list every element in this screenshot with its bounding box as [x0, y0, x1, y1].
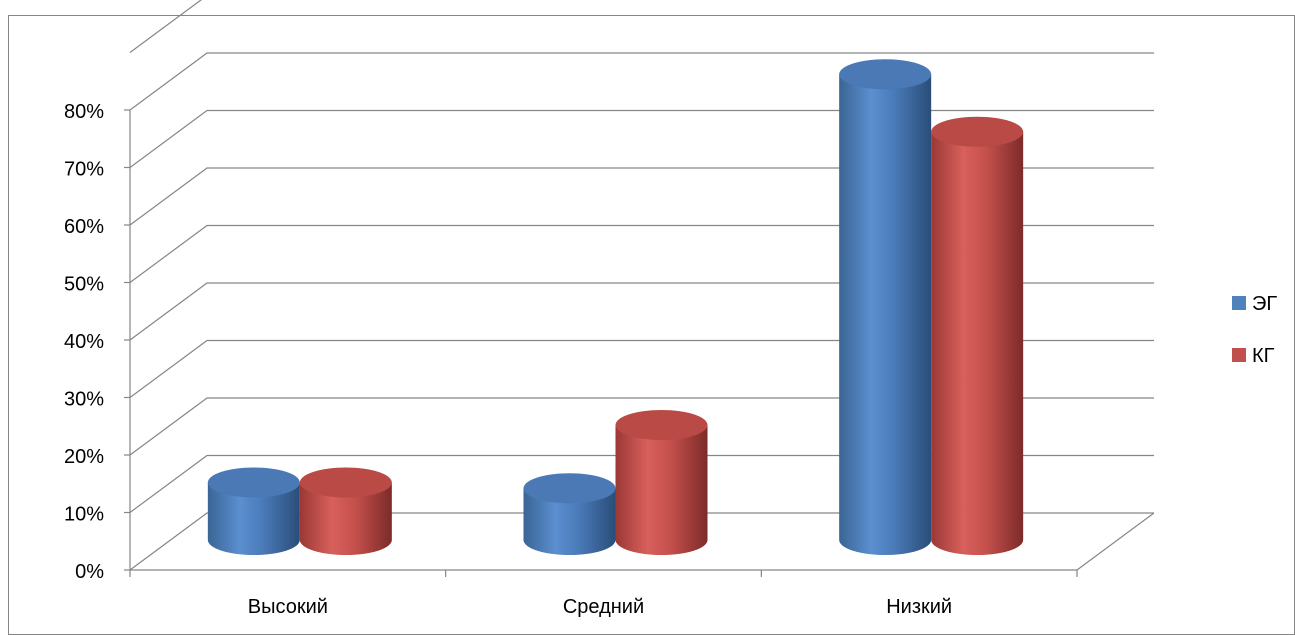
x-category-label: Низкий — [886, 596, 952, 618]
gridline — [129, 512, 1154, 571]
y-tick-label: 40% — [64, 331, 104, 353]
y-tick-label: 30% — [64, 389, 104, 411]
x-category-label: Средний — [563, 596, 644, 618]
bar-body — [523, 488, 616, 555]
bar-top — [615, 410, 708, 440]
gridlines — [129, 0, 1155, 571]
axes — [124, 109, 1078, 577]
x-axis-categories: Высокий Средний Низкий — [248, 596, 952, 618]
bar-ЭГ-Высокий — [207, 467, 300, 555]
bar-КГ-Низкий — [931, 116, 1024, 555]
y-tick-label: 0% — [75, 561, 104, 583]
gridline — [129, 0, 202, 53]
gridline — [129, 454, 1154, 513]
bar-top — [839, 59, 932, 90]
y-tick-label: 50% — [64, 274, 104, 296]
legend: ЭГ КГ — [1232, 293, 1277, 367]
bar-top — [207, 467, 300, 498]
y-axis-ticks: 0% 10% 20% 30% 40% 50% 60% 70% 80% — [64, 101, 104, 583]
bar-body — [931, 131, 1024, 555]
gridline — [129, 109, 1154, 168]
gridline — [129, 397, 1154, 456]
bar-ЭГ-Средний — [523, 473, 616, 555]
gridline — [129, 167, 1154, 226]
bar-top — [931, 116, 1024, 147]
bar-КГ-Средний — [615, 410, 708, 555]
gridline — [129, 224, 1154, 283]
gridline — [129, 339, 1154, 398]
bar-body — [299, 482, 392, 555]
x-category-label: Высокий — [248, 596, 328, 618]
legend-swatch — [1232, 348, 1246, 362]
gridline — [129, 52, 1154, 111]
legend-swatch — [1232, 296, 1246, 310]
gridline — [129, 282, 1154, 341]
bars — [207, 59, 1024, 555]
bar-top — [299, 467, 392, 498]
y-tick-label: 70% — [64, 159, 104, 181]
bar-ЭГ-Низкий — [839, 59, 932, 555]
bar-body — [615, 425, 708, 555]
bar-top — [523, 473, 616, 504]
y-tick-label: 80% — [64, 101, 104, 123]
y-tick-label: 60% — [64, 216, 104, 238]
legend-label: ЭГ — [1252, 293, 1277, 315]
floor-edge — [1076, 512, 1155, 571]
legend-label: КГ — [1252, 345, 1275, 367]
bar-body — [207, 482, 300, 555]
bar-body — [839, 74, 932, 555]
y-tick-label: 10% — [64, 504, 104, 526]
bar-КГ-Высокий — [299, 467, 392, 555]
y-tick-label: 20% — [64, 446, 104, 468]
